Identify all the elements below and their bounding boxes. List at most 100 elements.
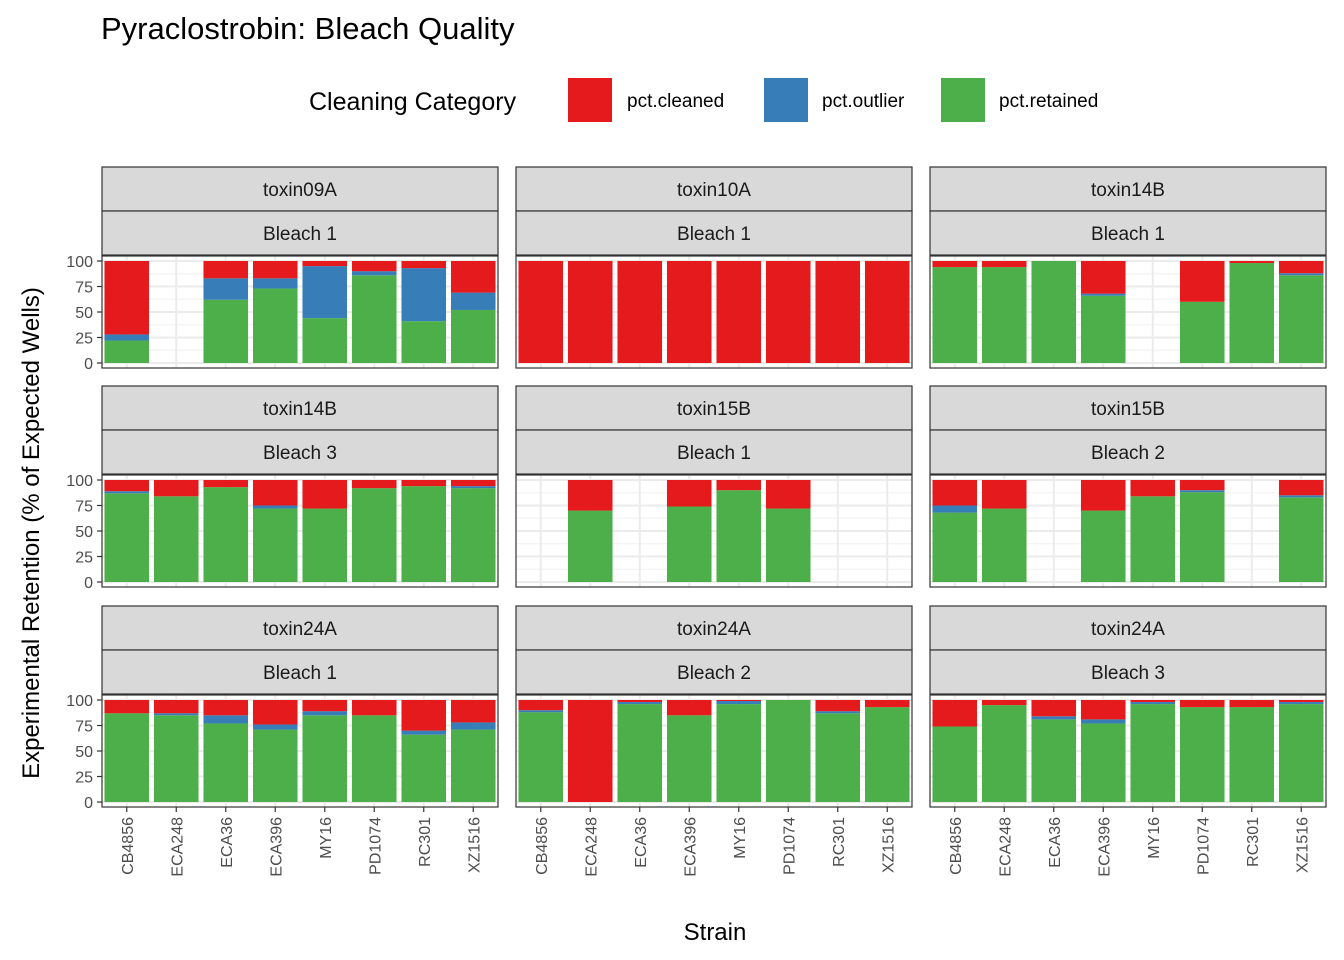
x-tick-label: RC301 [831,817,848,867]
bars [932,700,1324,802]
bar-xz1516-retained [864,707,910,802]
bar-pd1074-cleaned [351,480,397,489]
bar-my16-outlier [302,711,348,716]
bar-xz1516-outlier [450,722,496,730]
strip-top-label: toxin10A [677,180,751,201]
y-axis: 0 25 50 75 100 [66,473,102,592]
bar-eca248-retained [567,510,613,582]
bar-my16-retained [302,715,348,802]
bar-xz1516-retained [1278,704,1324,802]
bar-cb4856-retained [104,493,150,582]
bar-pd1074-cleaned [1179,700,1225,708]
bar-eca248-retained [153,496,199,582]
strip-bottom [101,429,499,475]
bar-xz1516-cleaned [864,261,910,363]
bar-cb4856-outlier [104,334,150,341]
bars [104,700,496,802]
bar-eca248-retained [981,705,1027,802]
legend-key-retained [941,78,985,122]
bar-pd1074-cleaned [351,261,397,272]
bar-eca36-cleaned [1031,700,1077,717]
x-tick-label: ECA396 [268,817,285,877]
strip-bottom-label: Bleach 1 [677,224,751,245]
bar-my16-outlier [302,266,348,319]
bar-xz1516-cleaned [1278,480,1324,496]
bar-xz1516-outlier [450,486,496,489]
bar-cb4856-retained [932,267,978,363]
x-tick-label: CB4856 [120,817,137,875]
bar-xz1516-outlier [1278,273,1324,276]
bar-pd1074-cleaned [765,480,811,509]
x-tick-label: PD1074 [1195,817,1212,875]
bar-cb4856-outlier [104,491,150,494]
bar-cb4856-retained [518,712,564,802]
panel-border [929,255,1327,369]
bar-eca396-outlier [252,278,298,289]
y-tick-label: 50 [75,305,93,322]
x-tick-label: ECA396 [682,817,699,877]
y-axis: 0 25 50 75 100 [66,693,102,812]
bar-pd1074-outlier [351,271,397,276]
y-tick-label: 75 [75,719,93,736]
bar-cb4856-cleaned [104,261,150,335]
bar-eca396-cleaned [252,261,298,279]
bar-eca396-cleaned [666,480,712,507]
bar-rc301-cleaned [401,700,447,731]
strip-top [929,166,1327,212]
bar-xz1516-cleaned [1278,261,1324,274]
x-tick-label: CB4856 [948,817,965,875]
bar-my16-cleaned [716,700,762,702]
bar-rc301-retained [401,486,447,582]
strip-top [101,385,499,431]
bar-eca396-retained [666,715,712,802]
bar-pd1074-retained [351,275,397,363]
bar-eca36-retained [1031,261,1077,363]
x-tick-label: ECA36 [633,817,650,868]
x-tick-label: RC301 [1245,817,1262,867]
strip-bottom [101,210,499,256]
bar-xz1516-outlier [1278,702,1324,705]
x-tick-label: XZ1516 [1294,817,1311,873]
strip-bottom-label: Bleach 2 [677,663,751,684]
strip-bottom [929,649,1327,695]
bar-eca248-cleaned [981,261,1027,268]
panel-8: toxin24A Bleach 2 [515,605,913,808]
bar-xz1516-retained [450,729,496,802]
strip-bottom-label: Bleach 3 [1091,663,1165,684]
legend-key-cleaned [568,78,612,122]
bar-eca36-cleaned [203,261,249,279]
bar-cb4856-cleaned [518,700,564,711]
x-tick-label: XZ1516 [466,817,483,873]
x-tick-label: XZ1516 [880,817,897,873]
legend: Cleaning Category pct.cleaned pct.outlie… [309,78,1098,122]
bar-eca248-outlier [153,713,199,716]
x-tick-label: RC301 [417,817,434,867]
strip-top-label: toxin24A [263,619,337,640]
bar-eca36-retained [203,487,249,582]
bar-xz1516-cleaned [864,700,910,708]
bar-eca396-retained [666,506,712,582]
bar-eca248-cleaned [981,700,1027,706]
x-axis: CB4856 ECA248 ECA36 ECA396 MY16 PD1074 RC301 XZ… [534,807,897,877]
bar-eca36-cleaned [203,700,249,716]
bar-my16-retained [716,704,762,802]
strip-bottom-label: Bleach 1 [263,663,337,684]
bar-cb4856-retained [932,512,978,582]
bar-cb4856-cleaned [932,480,978,506]
bar-cb4856-retained [932,726,978,802]
legend-label-cleaned: pct.cleaned [627,91,724,112]
bar-xz1516-cleaned [450,480,496,487]
panel-6: toxin15B Bleach 2 [929,385,1327,588]
panel-border [929,474,1327,588]
strip-top [515,385,913,431]
bar-cb4856-outlier [932,505,978,513]
panel-border [929,694,1327,808]
bar-my16-cleaned [1130,480,1176,497]
x-axis-title: Strain [684,919,747,946]
strip-bottom-label: Bleach 1 [1091,224,1165,245]
y-axis-title: Experimental Retention (% of Expected We… [18,287,45,779]
bar-eca248-cleaned [567,261,613,363]
bar-my16-retained [1130,704,1176,802]
x-tick-label: PD1074 [781,817,798,875]
